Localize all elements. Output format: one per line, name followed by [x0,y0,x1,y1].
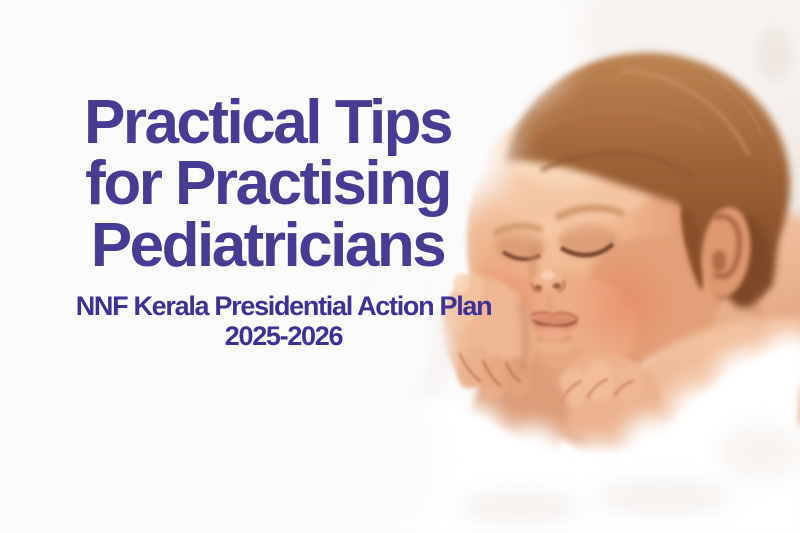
baby-nose [528,244,566,293]
baby-ear [681,206,769,308]
baby-closed-eyes [500,233,616,262]
photo-left-fade [265,0,565,533]
baby-hair-front [505,56,778,299]
baby-eyebrows [492,204,626,237]
